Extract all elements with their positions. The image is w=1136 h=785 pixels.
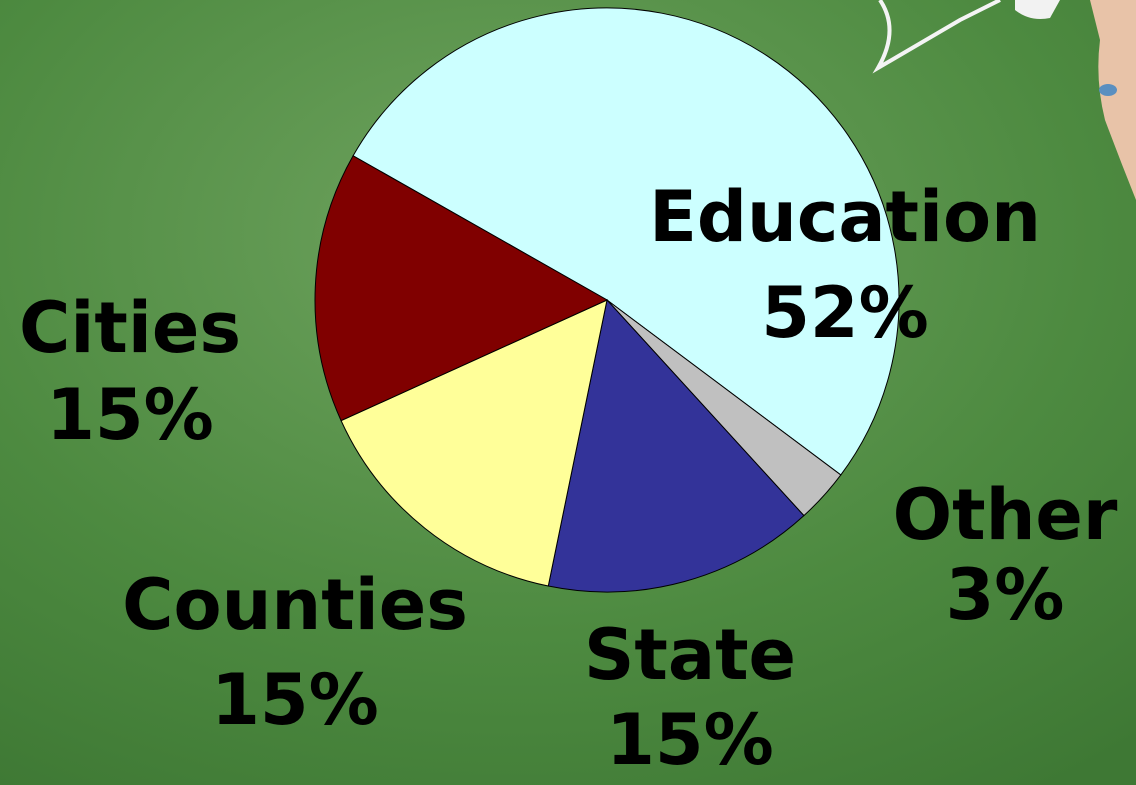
category-label: State: [584, 614, 796, 696]
pie: [314, 7, 900, 593]
labels: Education52%Other3%State15%Counties15%Ci…: [19, 176, 1118, 781]
value-label: 15%: [606, 699, 774, 781]
category-label: Counties: [122, 564, 468, 646]
pie-slice: [352, 7, 900, 476]
pie-slice: [314, 155, 609, 422]
value-label: 15%: [211, 659, 379, 741]
category-label: Other: [893, 474, 1118, 556]
category-label: Education: [649, 176, 1041, 258]
category-label: Cities: [19, 287, 241, 369]
pie-slice: [340, 299, 608, 587]
value-label: 15%: [46, 374, 214, 456]
value-label: 52%: [761, 272, 929, 354]
value-label: 3%: [946, 554, 1065, 636]
pie-slice: [547, 298, 805, 593]
hand-with-chalk: [872, 0, 1136, 200]
